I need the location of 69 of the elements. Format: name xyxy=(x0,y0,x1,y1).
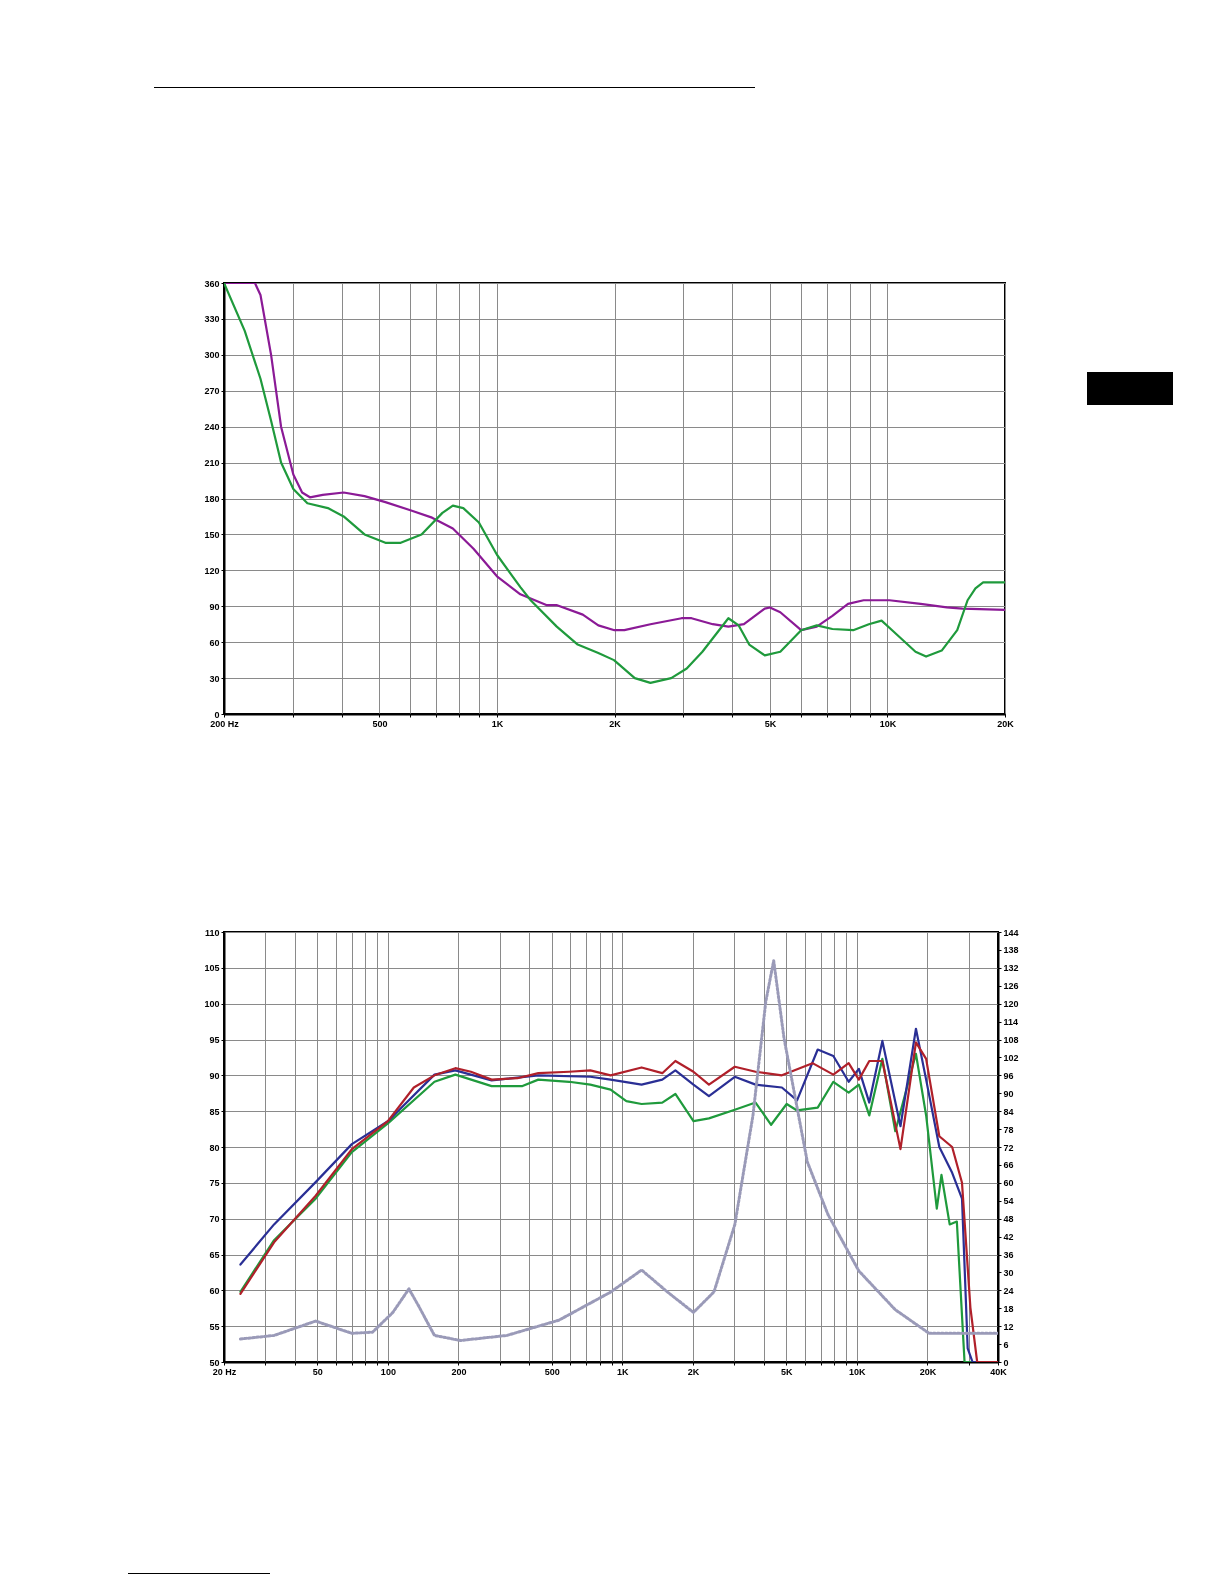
y2-tick-label: 144 xyxy=(1003,927,1019,938)
x-tick-label: 40K xyxy=(990,1366,1008,1377)
y2-tick-label: 42 xyxy=(1003,1232,1014,1243)
x-tick-label: 2K xyxy=(687,1366,700,1377)
y-tick-label: 330 xyxy=(204,314,220,325)
y2-tick-label: 108 xyxy=(1003,1035,1019,1045)
y2-tick-label: 12 xyxy=(1003,1321,1014,1332)
y2-tick-label: 96 xyxy=(1003,1070,1014,1081)
y-tick-label: 100 xyxy=(204,999,220,1010)
y-tick-label: 85 xyxy=(209,1106,220,1117)
x-tick-label: 500 xyxy=(372,718,388,729)
y2-tick-label: 84 xyxy=(1003,1106,1014,1117)
y-tick-label: 70 xyxy=(209,1214,220,1225)
y-tick-label: 90 xyxy=(209,601,220,612)
x-tick-label: 20 Hz xyxy=(212,1366,237,1377)
y-tick-label: 270 xyxy=(204,386,220,397)
y2-tick-label: 78 xyxy=(1003,1124,1014,1135)
y2-tick-label: 54 xyxy=(1003,1196,1014,1207)
y2-tick-label: 30 xyxy=(1003,1267,1014,1278)
y-tick-label: 95 xyxy=(209,1035,220,1045)
x-tick-label: 5K xyxy=(780,1366,793,1377)
y-tick-label: 180 xyxy=(204,494,220,504)
y-tick-label: 360 xyxy=(204,278,220,289)
x-tick-label: 200 xyxy=(451,1366,467,1377)
y-tick-label: 50 xyxy=(209,1357,220,1368)
x-tick-label: 5K xyxy=(764,718,777,729)
y-tick-label: 60 xyxy=(209,637,220,648)
y2-tick-label: 48 xyxy=(1003,1214,1014,1225)
x-tick-label: 20K xyxy=(919,1366,937,1377)
y2-tick-label: 90 xyxy=(1003,1088,1014,1099)
y-tick-label: 105 xyxy=(204,963,220,974)
y2-tick-label: 126 xyxy=(1003,981,1019,992)
x-tick-label: 10K xyxy=(849,1366,867,1377)
y2-tick-label: 138 xyxy=(1003,945,1019,956)
y2-tick-label: 18 xyxy=(1003,1303,1014,1314)
y2-tick-label: 132 xyxy=(1003,963,1019,974)
x-tick-label: 2K xyxy=(609,718,622,729)
x-tick-label: 50 xyxy=(312,1366,323,1377)
y2-tick-label: 36 xyxy=(1003,1250,1014,1260)
y-tick-label: 55 xyxy=(209,1321,220,1332)
y2-tick-label: 60 xyxy=(1003,1178,1014,1189)
y-tick-label: 240 xyxy=(204,422,220,433)
y-tick-label: 0 xyxy=(214,709,220,720)
x-tick-label: 1K xyxy=(491,718,504,729)
y2-tick-label: 72 xyxy=(1003,1142,1014,1153)
y-tick-label: 65 xyxy=(209,1250,220,1260)
x-tick-label: 500 xyxy=(544,1366,560,1377)
y-tick-label: 210 xyxy=(204,458,220,469)
y-tick-label: 110 xyxy=(204,927,220,938)
x-tick-label: 100 xyxy=(380,1366,396,1377)
y2-tick-label: 0 xyxy=(1003,1357,1009,1368)
x-tick-label: 200 Hz xyxy=(210,718,240,729)
y-tick-label: 80 xyxy=(209,1142,220,1153)
y-tick-label: 75 xyxy=(209,1178,220,1189)
y2-tick-label: 120 xyxy=(1003,999,1019,1010)
y-tick-label: 90 xyxy=(209,1070,220,1081)
y2-tick-label: 24 xyxy=(1003,1285,1014,1296)
x-tick-label: 20K xyxy=(997,718,1015,729)
y-tick-label: 60 xyxy=(209,1285,220,1296)
y2-tick-label: 114 xyxy=(1003,1017,1019,1028)
y-tick-label: 120 xyxy=(204,565,220,576)
x-tick-label: 10K xyxy=(879,718,897,729)
y2-tick-label: 66 xyxy=(1003,1160,1014,1171)
y-tick-label: 300 xyxy=(204,350,220,361)
y2-tick-label: 102 xyxy=(1003,1052,1019,1063)
y2-tick-label: 6 xyxy=(1003,1339,1009,1350)
y-tick-label: 30 xyxy=(209,673,220,684)
x-tick-label: 1K xyxy=(617,1366,630,1377)
y-tick-label: 150 xyxy=(204,529,220,540)
